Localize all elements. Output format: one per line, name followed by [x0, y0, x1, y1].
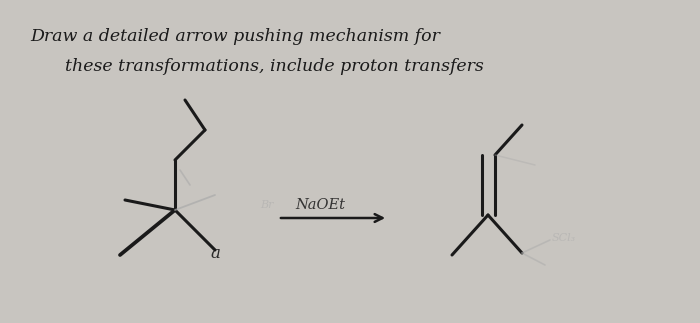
Text: these transformations, include proton transfers: these transformations, include proton tr… — [65, 58, 484, 75]
Text: Draw a detailed arrow pushing mechanism for: Draw a detailed arrow pushing mechanism … — [30, 28, 440, 45]
Text: NaOEt: NaOEt — [295, 198, 345, 212]
Text: SCl₃: SCl₃ — [552, 233, 576, 243]
Text: a: a — [210, 245, 220, 262]
Text: Br: Br — [260, 200, 274, 210]
